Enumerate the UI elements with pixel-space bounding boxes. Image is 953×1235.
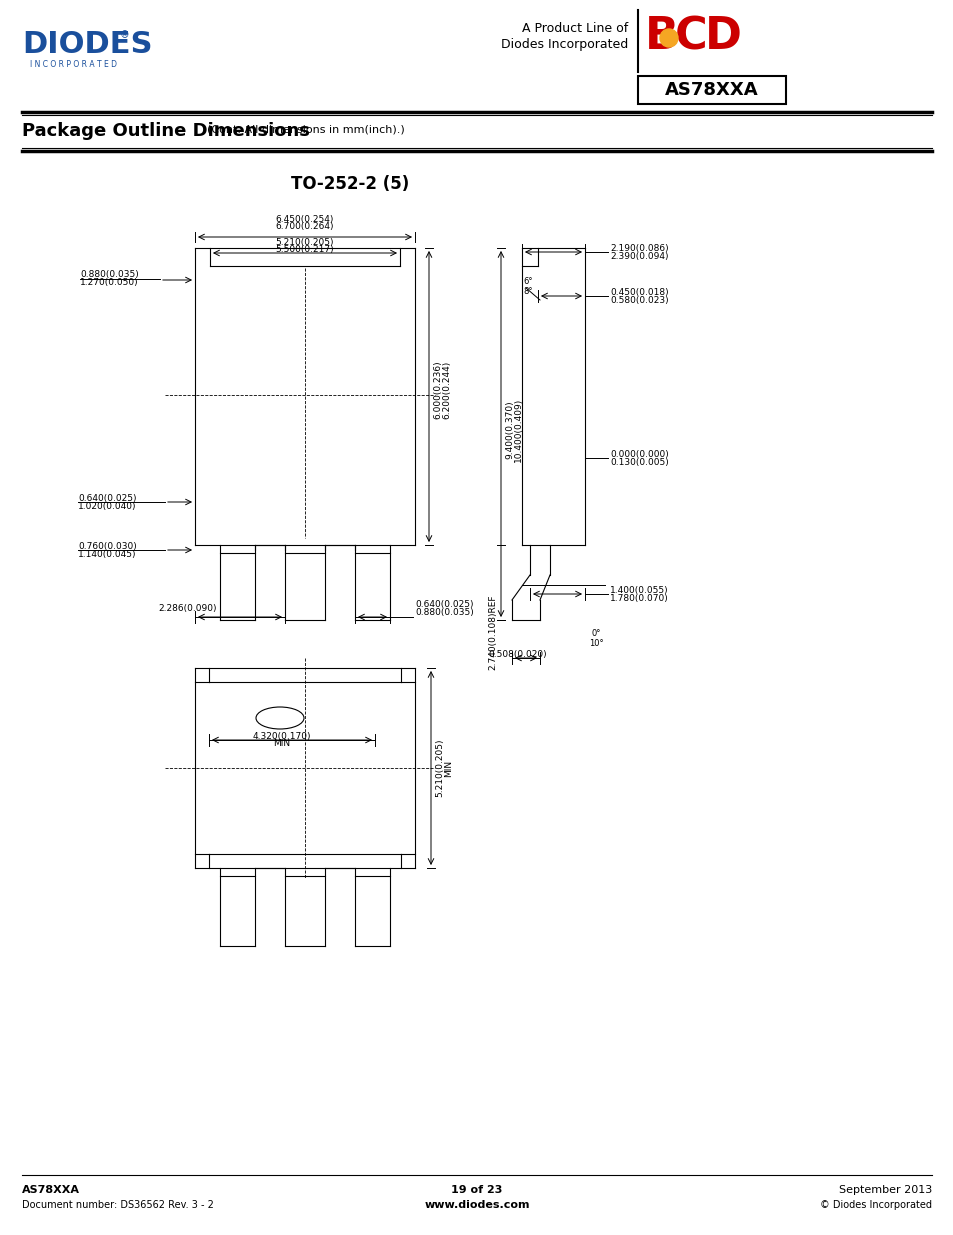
Text: D: D bbox=[704, 15, 741, 58]
Text: 0.880(0.035): 0.880(0.035) bbox=[415, 609, 474, 618]
Text: 6.450(0.254): 6.450(0.254) bbox=[275, 215, 334, 224]
Bar bbox=[638, 77, 785, 104]
Text: 10.400(0.409): 10.400(0.409) bbox=[514, 398, 522, 462]
Text: 0.640(0.025): 0.640(0.025) bbox=[415, 600, 473, 610]
Text: TO-252-2 (5): TO-252-2 (5) bbox=[291, 175, 409, 193]
Text: 6°: 6° bbox=[522, 278, 532, 287]
Text: 0.000(0.000): 0.000(0.000) bbox=[609, 450, 668, 458]
Text: 2.390(0.094): 2.390(0.094) bbox=[609, 252, 668, 261]
Text: 10°: 10° bbox=[588, 640, 602, 648]
Text: 2.740(0.108)REF: 2.740(0.108)REF bbox=[488, 594, 497, 669]
Text: 0.760(0.030): 0.760(0.030) bbox=[78, 541, 136, 551]
Text: 0.508(0.020): 0.508(0.020) bbox=[488, 651, 546, 659]
Text: 4.320(0.170): 4.320(0.170) bbox=[253, 731, 311, 741]
Text: 6.200(0.244): 6.200(0.244) bbox=[441, 361, 451, 419]
Text: September 2013: September 2013 bbox=[838, 1186, 931, 1195]
Text: 8°: 8° bbox=[522, 288, 532, 296]
Text: MIN: MIN bbox=[443, 760, 453, 777]
Text: www.diodes.com: www.diodes.com bbox=[424, 1200, 529, 1210]
Text: C: C bbox=[675, 15, 707, 58]
Text: (Cont. All dimensions in mm(inch).): (Cont. All dimensions in mm(inch).) bbox=[207, 124, 404, 135]
Text: 6.700(0.264): 6.700(0.264) bbox=[275, 222, 334, 231]
Text: 19 of 23: 19 of 23 bbox=[451, 1186, 502, 1195]
Text: 6.000(0.236): 6.000(0.236) bbox=[433, 361, 441, 420]
Text: 1.020(0.040): 1.020(0.040) bbox=[78, 501, 136, 510]
Text: AS78XXA: AS78XXA bbox=[22, 1186, 80, 1195]
Text: 5.210(0.205): 5.210(0.205) bbox=[275, 238, 334, 247]
Text: 1.140(0.045): 1.140(0.045) bbox=[78, 550, 136, 558]
Text: A Product Line of: A Product Line of bbox=[521, 22, 627, 35]
Text: Package Outline Dimensions: Package Outline Dimensions bbox=[22, 122, 310, 140]
Text: 9.400(0.370): 9.400(0.370) bbox=[504, 400, 514, 459]
Text: ®: ® bbox=[120, 30, 130, 40]
Text: 5.500(0.217): 5.500(0.217) bbox=[275, 245, 334, 254]
Text: AS78XXA: AS78XXA bbox=[664, 82, 758, 99]
Text: Document number: DS36562 Rev. 3 - 2: Document number: DS36562 Rev. 3 - 2 bbox=[22, 1200, 213, 1210]
Text: 0.640(0.025): 0.640(0.025) bbox=[78, 494, 136, 503]
Text: 0°: 0° bbox=[591, 630, 600, 638]
Text: DIODES: DIODES bbox=[22, 30, 152, 59]
Text: B: B bbox=[644, 15, 679, 58]
Text: 1.780(0.070): 1.780(0.070) bbox=[609, 594, 668, 603]
Text: MIN: MIN bbox=[274, 740, 291, 748]
Text: 0.580(0.023): 0.580(0.023) bbox=[609, 295, 668, 305]
Text: I N C O R P O R A T E D: I N C O R P O R A T E D bbox=[30, 61, 117, 69]
Text: 1.400(0.055): 1.400(0.055) bbox=[609, 585, 668, 594]
Text: 5.210(0.205): 5.210(0.205) bbox=[435, 739, 443, 798]
Circle shape bbox=[659, 28, 678, 47]
Ellipse shape bbox=[255, 706, 304, 729]
Text: 2.286(0.090): 2.286(0.090) bbox=[158, 604, 217, 613]
Text: 2.190(0.086): 2.190(0.086) bbox=[609, 243, 668, 252]
Text: 0.880(0.035): 0.880(0.035) bbox=[80, 270, 138, 279]
Text: 1.270(0.050): 1.270(0.050) bbox=[80, 279, 138, 288]
Text: 0.450(0.018): 0.450(0.018) bbox=[609, 288, 668, 296]
Text: 0.130(0.005): 0.130(0.005) bbox=[609, 457, 668, 467]
Text: Diodes Incorporated: Diodes Incorporated bbox=[500, 38, 627, 51]
Text: © Diodes Incorporated: © Diodes Incorporated bbox=[820, 1200, 931, 1210]
